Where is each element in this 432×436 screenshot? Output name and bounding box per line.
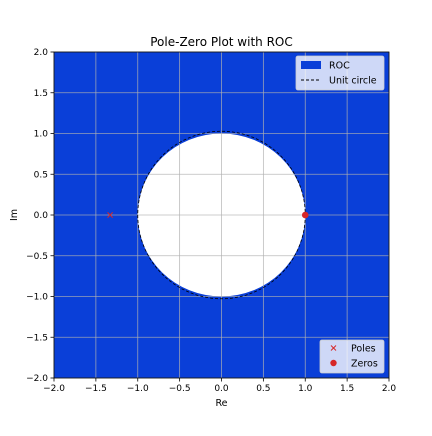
legend-roc: ROC Unit circle bbox=[295, 55, 385, 91]
legend-zeros-label: Zeros bbox=[351, 359, 378, 370]
chart-title: Pole-Zero Plot with ROC bbox=[150, 35, 293, 49]
legend-pole-marker bbox=[330, 345, 337, 351]
y-tick-label: −0.5 bbox=[26, 252, 48, 262]
legend-zero-marker bbox=[330, 359, 337, 367]
zero-marker bbox=[301, 211, 309, 219]
y-tick-label: −1.5 bbox=[26, 333, 48, 343]
y-tick-label: 1.0 bbox=[34, 130, 49, 140]
x-tick-label: −0.5 bbox=[169, 384, 191, 394]
y-tick-label: 0.5 bbox=[34, 170, 48, 180]
y-tick-label: 0.0 bbox=[34, 211, 49, 221]
x-axis-ticks: −2.0 −1.5 −1.0 −0.5 0.0 0.5 1.0 1.5 2.0 bbox=[43, 378, 396, 394]
legend-roc-swatch bbox=[301, 61, 321, 69]
y-tick-label: −1.0 bbox=[26, 293, 48, 303]
x-tick-label: 1.5 bbox=[340, 384, 354, 394]
legend-poles-label: Poles bbox=[351, 344, 376, 355]
y-tick-label: 2.0 bbox=[34, 48, 49, 58]
pole-marker bbox=[107, 212, 114, 218]
x-tick-label: −2.0 bbox=[43, 384, 65, 394]
x-tick-label: −1.0 bbox=[127, 384, 149, 394]
y-axis-label: Im bbox=[9, 209, 20, 221]
x-tick-label: 0.0 bbox=[214, 384, 229, 394]
x-tick-label: 0.5 bbox=[256, 384, 270, 394]
x-tick-label: −1.5 bbox=[85, 384, 107, 394]
legend-unit-circle-label: Unit circle bbox=[329, 76, 377, 87]
y-axis-ticks: −2.0 −1.5 −1.0 −0.5 0.0 0.5 1.0 1.5 2.0 bbox=[26, 48, 54, 384]
x-axis-label: Re bbox=[215, 398, 227, 409]
legend-roc-label: ROC bbox=[329, 61, 350, 72]
pole-zero-markers bbox=[107, 211, 309, 219]
y-tick-label: 1.5 bbox=[34, 89, 48, 99]
legend-markers: Poles Zeros bbox=[319, 339, 385, 374]
x-tick-label: 1.0 bbox=[298, 384, 313, 394]
y-tick-label: −2.0 bbox=[26, 374, 48, 384]
x-tick-label: 2.0 bbox=[382, 384, 397, 394]
